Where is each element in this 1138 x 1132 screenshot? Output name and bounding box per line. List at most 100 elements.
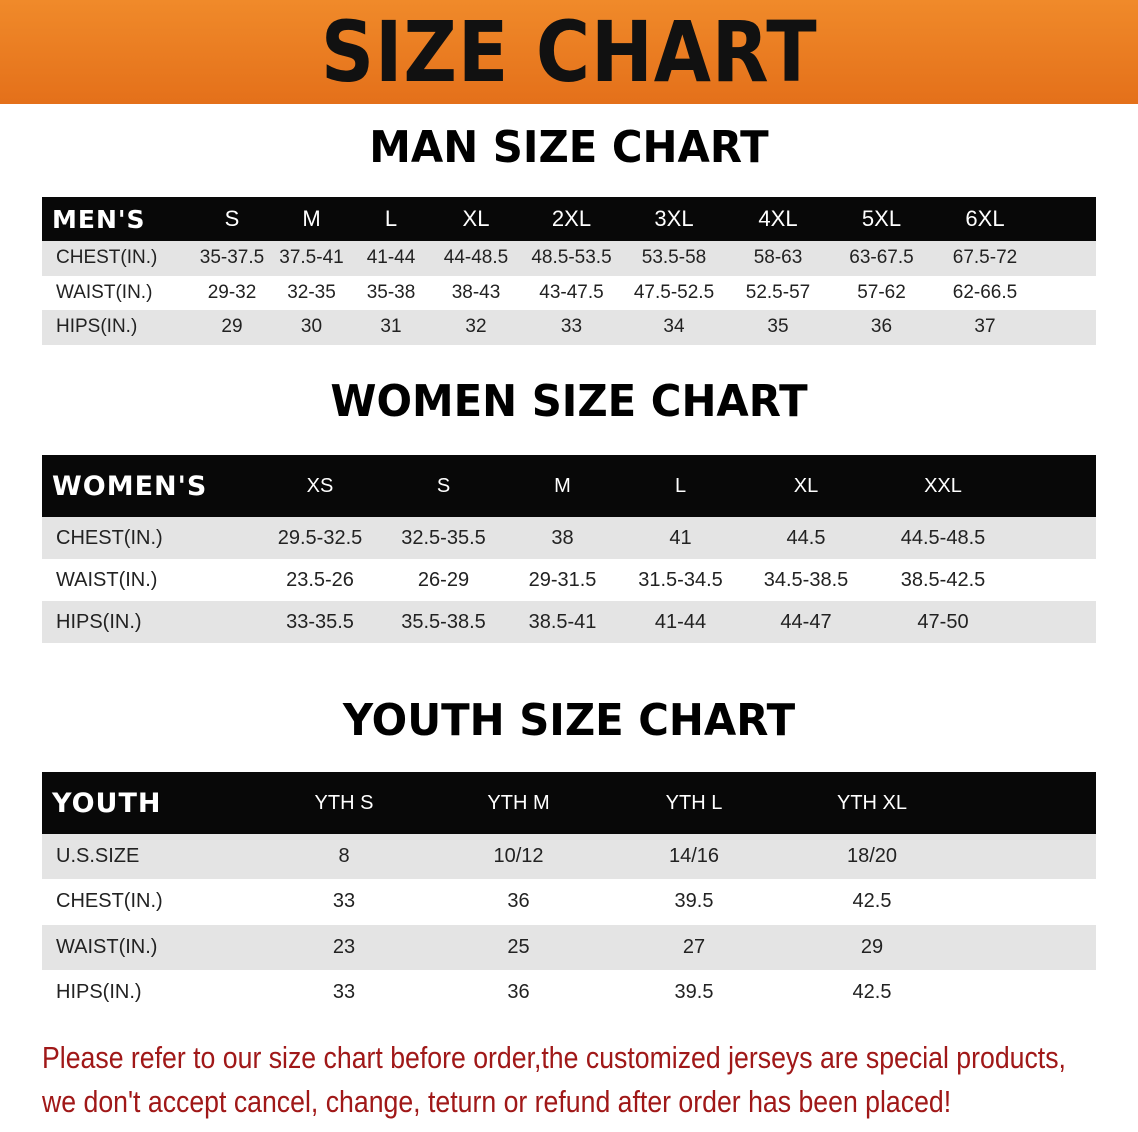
men-section-title: MAN SIZE CHART [369, 122, 769, 173]
size-value: 33 [332, 981, 356, 1004]
row-label: WAIST(IN.) [56, 935, 158, 958]
row-label: CHEST(IN.) [56, 526, 163, 549]
size-header: YTH XL [836, 791, 908, 814]
row-label: CHEST(IN.) [56, 247, 158, 269]
size-value: 18/20 [846, 845, 898, 868]
size-header: M [302, 206, 321, 231]
table-header-row: MEN'S S M L XL 2XL 3XL 4XL 5XL 6XL [42, 197, 1096, 241]
table-row: WAIST(IN.) 23 25 27 29 [42, 924, 1096, 970]
size-value: 44-48.5 [443, 247, 509, 269]
row-label: WAIST(IN.) [56, 281, 153, 303]
size-value: 31.5-34.5 [638, 568, 723, 591]
size-value: 33 [560, 316, 583, 338]
size-header: L [384, 206, 398, 231]
size-value: 25 [507, 935, 530, 958]
youth-size-table: YOUTH YTH S YTH M YTH L YTH XL U.S.SIZE 8 10/12… [42, 772, 1096, 1016]
row-label: HIPS(IN.) [56, 610, 142, 633]
size-value: 33-35.5 [286, 610, 354, 633]
size-value: 44-47 [780, 610, 832, 633]
size-value: 53.5-58 [641, 247, 707, 269]
size-header: YTH M [487, 791, 550, 814]
size-value: 41-44 [654, 610, 707, 633]
size-value: 62-66.5 [952, 281, 1018, 303]
size-value: 37.5-41 [279, 247, 344, 269]
size-value: 47.5-52.5 [633, 281, 715, 303]
size-value: 41-44 [366, 247, 416, 269]
size-header: XXL [924, 474, 962, 497]
size-value: 36 [507, 981, 530, 1004]
size-value: 29 [221, 316, 243, 338]
youth-section-title: YOUTH SIZE CHART [342, 695, 796, 746]
size-value: 44.5 [786, 526, 826, 549]
size-value: 29.5-32.5 [277, 526, 363, 549]
size-value: 26-29 [417, 568, 470, 591]
size-header: S [436, 474, 451, 497]
notice-line-1: Please refer to our size chart before or… [42, 1040, 1066, 1075]
row-label: WAIST(IN.) [56, 568, 158, 591]
size-value: 27 [682, 935, 706, 958]
banner-title: SIZE CHART [320, 3, 818, 101]
row-label: CHEST(IN.) [56, 890, 163, 913]
size-header: 4XL [758, 206, 798, 231]
size-value: 35-38 [366, 281, 416, 303]
size-header: 6XL [965, 206, 1005, 231]
table-header-label: MEN'S [52, 204, 146, 234]
size-header: 5XL [861, 206, 902, 231]
size-value: 58-63 [753, 247, 803, 269]
table-row: HIPS(IN.) 29 30 31 32 33 34 35 36 37 [42, 310, 1096, 345]
size-value: 38 [551, 526, 574, 549]
size-header: S [224, 206, 240, 231]
size-value: 57-62 [857, 281, 906, 303]
size-value: 35-37.5 [199, 247, 265, 269]
row-label: U.S.SIZE [56, 845, 140, 868]
table-row: CHEST(IN.) 35-37.5 37.5-41 41-44 44-48.5 48.5… [42, 241, 1096, 276]
table-row: HIPS(IN.) 33-35.5 35.5-38.5 38.5-41 41-44 44-… [42, 601, 1096, 643]
table-row: U.S.SIZE 8 10/12 14/16 18/20 [42, 834, 1096, 880]
size-value: 29-32 [207, 281, 257, 303]
men-size-table: MEN'S S M L XL 2XL 3XL 4XL 5XL 6XL CHEST(IN.) 35-37… [42, 197, 1096, 345]
size-value: 33 [332, 890, 356, 913]
size-header: YTH S [314, 791, 374, 814]
size-value: 32 [465, 316, 487, 338]
size-value: 47-50 [917, 610, 969, 633]
size-header: YTH L [665, 791, 723, 814]
size-value: 35 [767, 316, 789, 338]
women-section-title: WOMEN SIZE CHART [330, 376, 808, 427]
size-value: 34.5-38.5 [763, 568, 849, 591]
table-header-label: YOUTH [52, 787, 162, 819]
size-value: 35.5-38.5 [401, 610, 486, 633]
size-value: 8 [338, 845, 350, 868]
size-value: 52.5-57 [745, 281, 811, 303]
size-header: XL [793, 474, 819, 497]
size-value: 43-47.5 [539, 281, 604, 303]
size-header: XL [462, 206, 490, 231]
size-value: 38.5-41 [528, 610, 597, 633]
row-label: HIPS(IN.) [56, 316, 138, 338]
size-header: M [554, 474, 571, 497]
size-value: 36 [507, 890, 530, 913]
size-value: 44.5-48.5 [900, 526, 986, 549]
size-value: 42.5 [852, 981, 892, 1004]
size-value: 41 [669, 526, 692, 549]
size-value: 23 [332, 935, 356, 958]
row-label: HIPS(IN.) [56, 981, 142, 1004]
size-value: 32.5-35.5 [401, 526, 486, 549]
size-header: L [674, 474, 687, 497]
size-value: 42.5 [852, 890, 892, 913]
table-header-row: WOMEN'S XS S M L XL XXL [42, 455, 1096, 517]
size-value: 23.5-26 [286, 568, 354, 591]
order-notice: Please refer to our size chart before or… [42, 1036, 1066, 1124]
size-value: 37 [974, 316, 996, 338]
size-value: 32-35 [287, 281, 336, 303]
size-value: 30 [300, 316, 323, 338]
size-value: 36 [870, 316, 893, 338]
table-header-label: WOMEN'S [52, 470, 208, 502]
size-value: 39.5 [674, 981, 714, 1004]
size-header: XS [306, 474, 334, 497]
size-value: 38.5-42.5 [900, 568, 986, 591]
table-row: CHEST(IN.) 33 36 39.5 42.5 [42, 879, 1096, 925]
size-value: 38-43 [451, 281, 501, 303]
size-header: 2XL [551, 206, 592, 231]
size-value: 14/16 [668, 845, 720, 868]
size-value: 48.5-53.5 [531, 247, 612, 269]
